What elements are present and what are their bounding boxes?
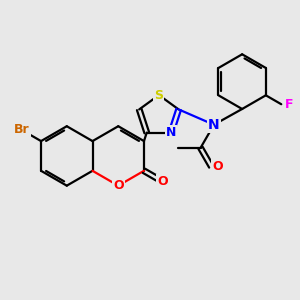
Text: O: O	[157, 175, 168, 188]
Text: N: N	[166, 126, 176, 139]
Text: F: F	[284, 98, 293, 111]
Text: O: O	[113, 179, 124, 192]
Text: Br: Br	[14, 123, 29, 136]
Text: O: O	[212, 160, 223, 173]
Text: S: S	[154, 88, 164, 102]
Text: N: N	[208, 118, 220, 132]
